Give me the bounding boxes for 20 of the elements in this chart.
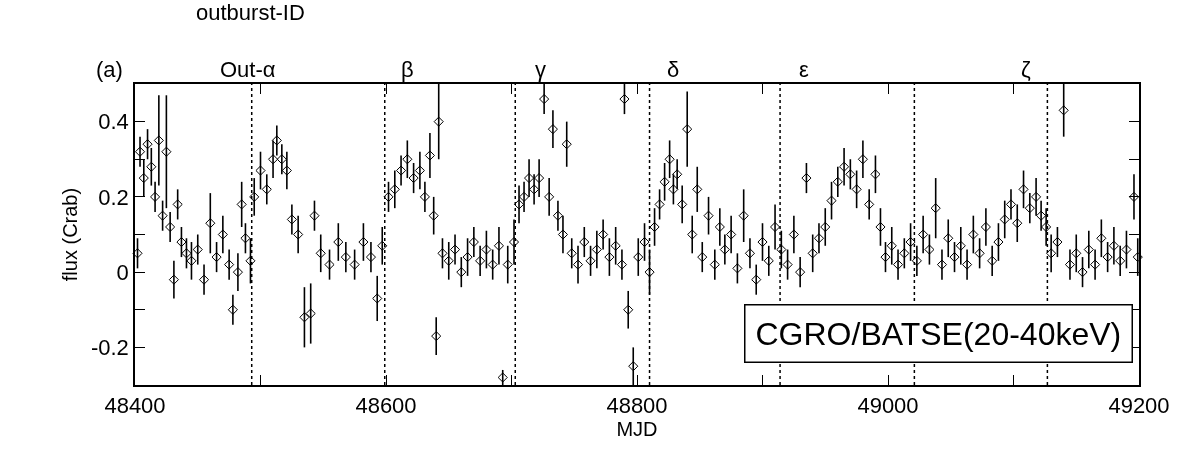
annotation: CGRO/BATSE(20-40keV): [755, 315, 1122, 352]
text: outburst-ID: [196, 0, 305, 25]
y-axis-title: flux (Crab): [58, 187, 81, 282]
text: ε: [799, 57, 809, 82]
text: γ: [535, 57, 546, 82]
x-axis-title: MJD: [616, 418, 658, 441]
y-tick-label: 0: [116, 259, 129, 285]
text: Out-α: [220, 57, 276, 82]
y-tick-label: 0.4: [98, 109, 129, 135]
x-tick-label: 48600: [355, 393, 417, 419]
text: ζ: [1021, 57, 1031, 82]
y-tick-label: -0.2: [90, 335, 129, 361]
text: (a): [96, 57, 123, 82]
y-tick-label: 0.2: [98, 184, 129, 210]
x-tick-label: 48800: [606, 393, 668, 419]
text: δ: [667, 57, 680, 82]
x-tick-label: 49200: [1108, 393, 1170, 419]
x-tick-label: 48400: [104, 393, 166, 419]
text: β: [401, 57, 414, 82]
x-tick-label: 49000: [857, 393, 919, 419]
